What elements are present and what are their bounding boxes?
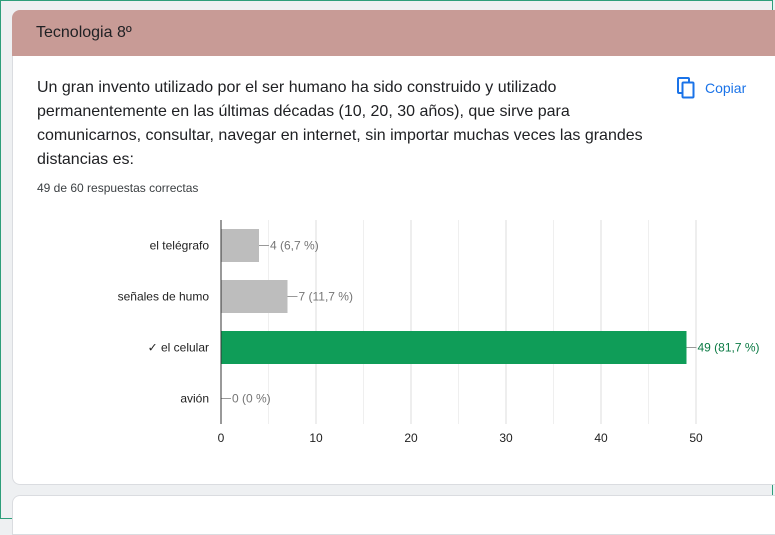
category-label-3: avión [180,392,209,406]
x-tick-label-0: 0 [218,431,225,445]
data-label-3: 0 (0 %) [232,392,271,406]
correct-answers-summary: 49 de 60 respuestas correctas [37,181,199,195]
x-tick-label-50: 50 [689,431,703,445]
responses-bar-chart: el telégrafo 4 (6,7 %) señales de humo 7 (1… [118,220,760,445]
section-title: Tecnologia 8º [36,24,132,41]
x-tick-label-10: 10 [309,431,323,445]
next-question-card [12,495,775,535]
copy-icon [677,77,695,99]
x-tick-label-30: 30 [499,431,513,445]
x-tick-label-20: 20 [404,431,418,445]
bar-1 [221,280,288,313]
category-label-1: señales de humo [118,290,210,304]
category-label-0: el telégrafo [150,239,210,253]
data-label-0: 4 (6,7 %) [270,239,319,253]
section-header: Tecnologia 8º [12,10,775,56]
data-label-2: 49 (81,7 %) [698,341,760,355]
bar-0 [221,229,259,262]
bar-2 [221,331,687,364]
question-card: Un gran invento utilizado por el ser hum… [12,56,775,485]
category-label-2: ✓ el celular [148,341,209,355]
copy-label: Copiar [705,80,747,96]
data-label-1: 7 (11,7 %) [299,290,353,304]
x-tick-label-40: 40 [594,431,608,445]
question-text: Un gran invento utilizado por el ser hum… [37,79,643,168]
copy-button[interactable]: Copiar [677,76,746,100]
